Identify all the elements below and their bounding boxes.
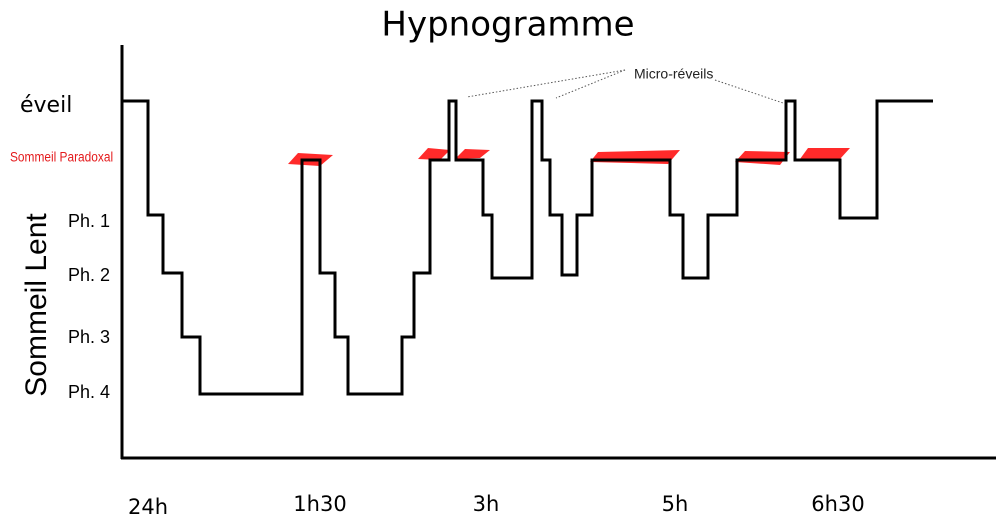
title: Hypnogramme	[381, 5, 634, 45]
paradoxal-label: Sommeil Paradoxal	[10, 149, 113, 165]
ph4-label: Ph. 4	[68, 382, 110, 402]
x-label: 1h30	[293, 492, 346, 516]
ph2-label: Ph. 2	[68, 265, 110, 285]
x-label: 5h	[662, 492, 689, 516]
paradoxal-marks	[288, 148, 850, 166]
x-label: 24h	[128, 495, 168, 519]
annotation: Micro-réveils	[634, 66, 713, 82]
x-label: 6h30	[811, 492, 864, 516]
wake-label: éveil	[20, 93, 72, 118]
stage-line	[122, 99, 933, 396]
y-axis-title: Sommeil Lent	[20, 213, 53, 397]
annotation-lines	[466, 69, 784, 104]
x-label: 3h	[473, 492, 500, 516]
ph3-label: Ph. 3	[68, 327, 110, 347]
ph1-label: Ph. 1	[68, 211, 110, 231]
